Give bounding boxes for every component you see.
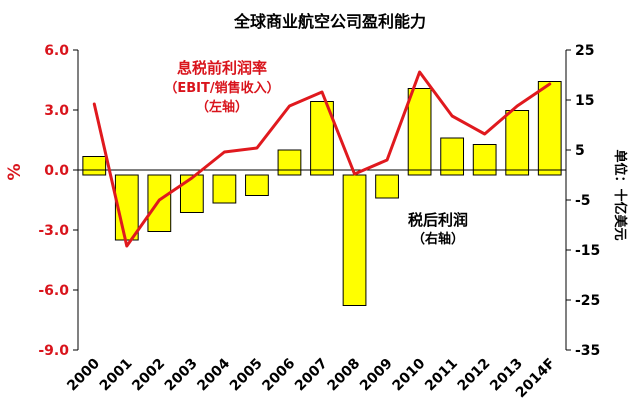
bar-2006: [277, 149, 302, 176]
left-tick-label: 3.0: [44, 103, 69, 119]
bar-2013: [505, 110, 530, 176]
x-tick-label-2006: 2006: [259, 356, 298, 395]
bar-2009: [375, 174, 399, 199]
line-point-2006: [288, 105, 291, 107]
line-point-2010: [418, 71, 421, 73]
x-tick-label-2001: 2001: [97, 356, 136, 395]
bars-layer: [82, 81, 562, 306]
left-tick-label: -3.0: [38, 223, 69, 239]
x-tick-label-2002: 2002: [129, 356, 168, 395]
bar-annotation-title: 税后利润: [408, 211, 468, 229]
bar-2004: [212, 174, 237, 204]
line-point-2012: [483, 133, 486, 135]
right-tick-label: -25: [575, 293, 600, 309]
line-annotation-title: 息税前利润率: [177, 59, 267, 77]
line-layer: [92, 70, 552, 248]
line-point-2007: [321, 91, 323, 93]
x-tick-label-2005: 2005: [227, 356, 266, 395]
left-tick-label: 0.0: [44, 163, 69, 179]
right-tick-label: 5: [575, 143, 585, 159]
bar-annotation-axis: （右轴）: [412, 231, 464, 247]
axes-layer: [73, 49, 571, 351]
bar-2000: [82, 156, 107, 176]
left-axis-label: %: [5, 163, 25, 180]
left-tick-label: 6.0: [44, 43, 69, 59]
right-tick-label: 25: [575, 43, 594, 59]
bar-2011: [440, 137, 465, 176]
line-point-2009: [386, 159, 388, 161]
line-point-2011: [451, 115, 453, 117]
line-point-2013: [516, 105, 518, 107]
bar-2007: [310, 101, 334, 176]
right-tick-label: -35: [575, 343, 600, 359]
x-tick-label-2012: 2012: [455, 356, 494, 395]
line-point-2003: [191, 177, 193, 179]
x-tick-label-2004: 2004: [194, 355, 233, 394]
line-point-2005: [256, 147, 258, 149]
bar-2003: [179, 174, 204, 213]
bar-2014F: [537, 81, 562, 176]
chart-title: 全球商业航空公司盈利能力: [233, 12, 426, 31]
right-tick-label: -15: [575, 243, 600, 259]
x-tick-label-2000: 2000: [64, 355, 103, 394]
bar-2008: [342, 174, 367, 306]
x-tick-label-2009: 2009: [357, 356, 396, 395]
line-point-2014F: [548, 83, 551, 85]
line-annotation-axis: （左轴）: [196, 99, 248, 115]
line-point-2001: [126, 245, 128, 247]
bar-2002: [147, 174, 172, 232]
line-point-2002: [158, 199, 161, 201]
line-point-2008: [353, 173, 356, 175]
left-tick-label: -9.0: [38, 343, 69, 359]
bar-2012: [472, 144, 497, 176]
left-tick-label: -6.0: [38, 283, 69, 299]
x-tick-label-2011: 2011: [422, 356, 461, 395]
bar-2010: [407, 88, 432, 176]
right-axis-label: 单位：十亿美元: [612, 149, 628, 240]
bar-2005: [245, 174, 269, 196]
right-tick-label: -5: [575, 193, 591, 209]
line-point-2000: [93, 103, 96, 105]
x-tick-label-2003: 2003: [162, 356, 201, 395]
x-tick-label-2007: 2007: [292, 356, 331, 395]
x-tick-label-2010: 2010: [390, 355, 429, 394]
right-tick-label: 15: [575, 93, 594, 109]
x-tick-label-2008: 2008: [324, 356, 363, 395]
line-annotation-formula: （EBIT/销售收入）: [164, 80, 279, 96]
line-point-2004: [223, 151, 226, 153]
